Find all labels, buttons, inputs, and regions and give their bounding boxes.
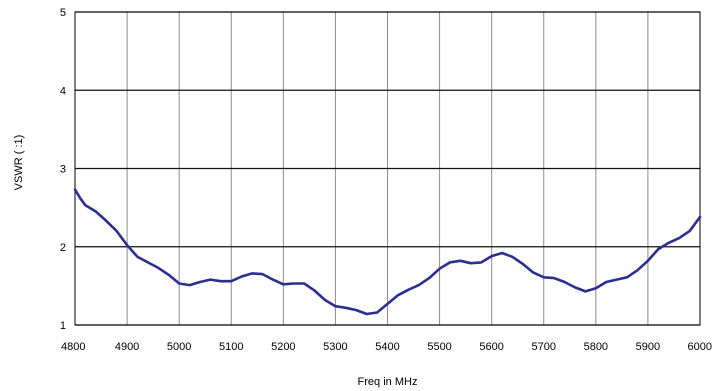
- y-tick-labels: 1 2 3 4 5: [60, 7, 66, 332]
- plot-frame: [74, 11, 701, 326]
- x-tick-label: 4900: [115, 341, 139, 353]
- x-tick-label: 5900: [636, 341, 660, 353]
- y-tick-label: 4: [60, 85, 66, 97]
- x-tick-label: 5200: [271, 341, 295, 353]
- x-axis-label: Freq in MHz: [358, 376, 418, 388]
- y-tick-label: 3: [60, 164, 66, 176]
- x-tick-label: 5300: [323, 341, 347, 353]
- y-tick-label: 2: [60, 242, 66, 254]
- y-tick-label: 5: [60, 7, 66, 19]
- x-tick-label: 5600: [479, 341, 503, 353]
- x-tick-label: 5500: [427, 341, 451, 353]
- x-tick-label: 5700: [532, 341, 556, 353]
- x-tick-label: 5000: [167, 341, 191, 353]
- x-tick-label: 5800: [584, 341, 608, 353]
- series-group: [73, 188, 702, 316]
- x-tick-label: 5100: [219, 341, 243, 353]
- x-tick-label: 5400: [375, 341, 399, 353]
- vswr-series-line: [73, 188, 702, 316]
- x-tick-label: 4800: [61, 341, 85, 353]
- grid: [74, 11, 701, 326]
- x-tick-label: 6000: [688, 341, 712, 353]
- x-tick-labels: 4800 4900 5000 5100 5200 5300 5400 5500 5600 5700…: [61, 341, 712, 353]
- y-axis-label: VSWR ( :1): [13, 135, 25, 191]
- y-tick-label: 1: [60, 320, 66, 332]
